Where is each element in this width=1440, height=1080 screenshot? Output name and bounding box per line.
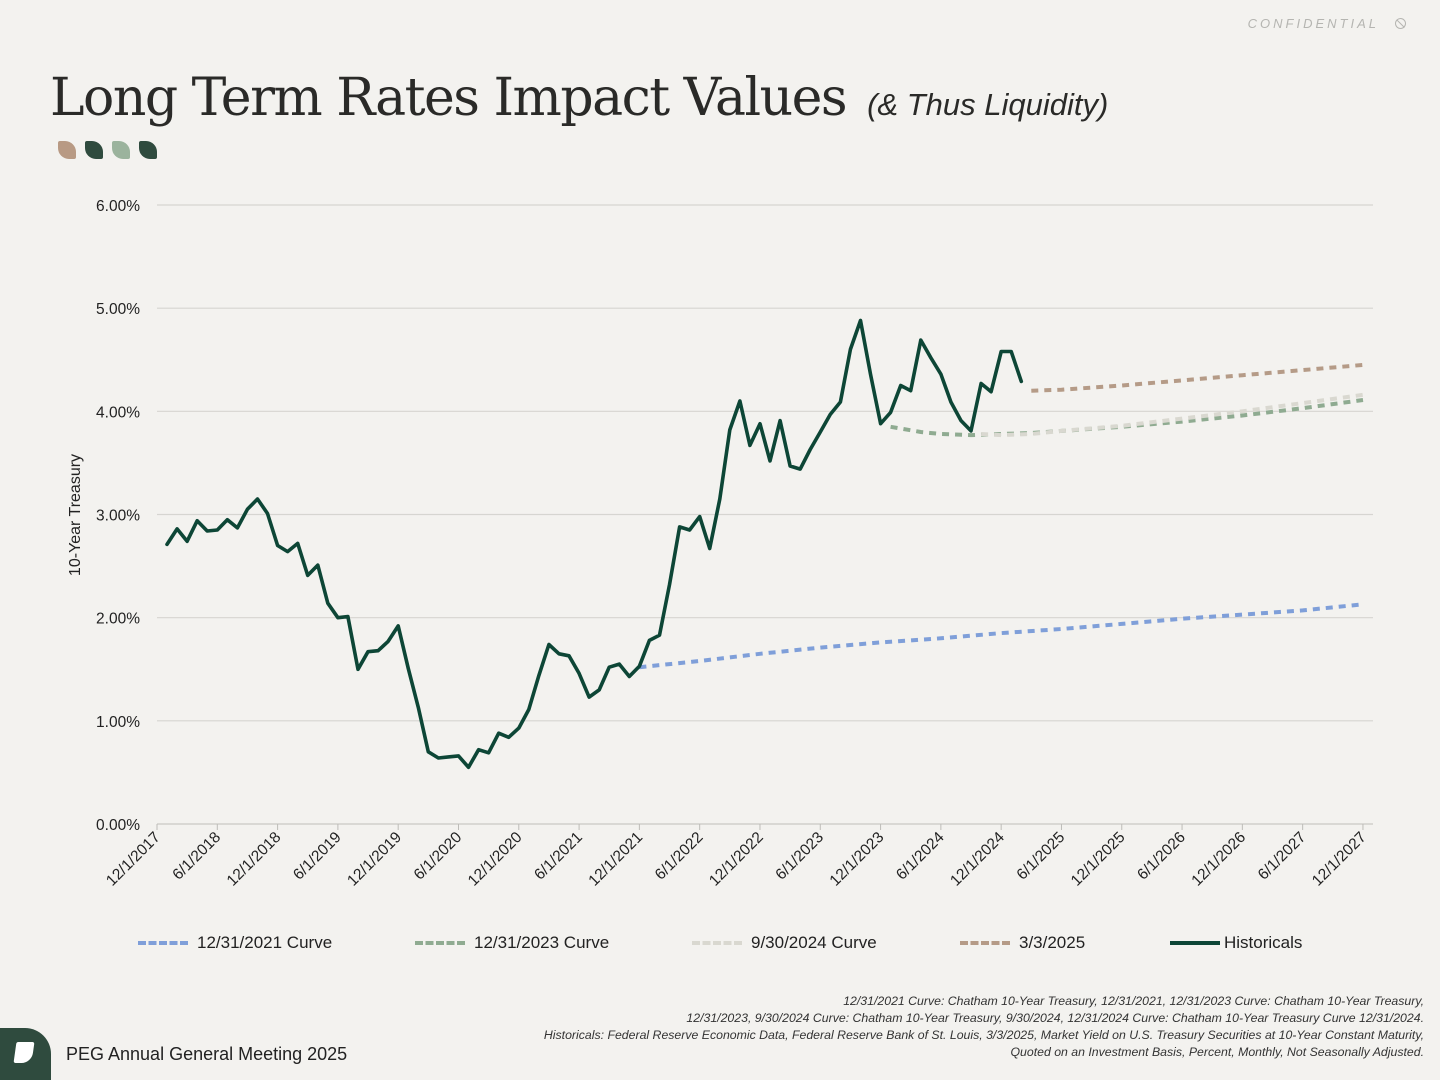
- legend-label: 12/31/2021 Curve: [197, 933, 333, 952]
- y-tick-label: 6.00%: [96, 198, 140, 215]
- peg-logo-icon: [0, 1028, 51, 1080]
- x-tick-label: 6/1/2027: [1255, 829, 1310, 884]
- decorative-leaves: [58, 141, 157, 159]
- legend-item: 3/3/2025: [960, 933, 1085, 953]
- x-tick-label: 12/1/2021: [585, 829, 646, 890]
- x-tick-label: 12/1/2027: [1309, 829, 1370, 890]
- x-tick-label: 6/1/2024: [893, 829, 948, 884]
- x-tick-label: 12/1/2023: [827, 829, 888, 890]
- footer-text: PEG Annual General Meeting 2025: [66, 1044, 348, 1064]
- y-tick-label: 1.00%: [96, 714, 140, 731]
- x-tick-label: 6/1/2019: [290, 829, 345, 884]
- legend-label: 9/30/2024 Curve: [751, 933, 877, 952]
- title-subtitle: (& Thus Liquidity): [867, 87, 1109, 122]
- x-tick-label: 6/1/2021: [531, 829, 586, 884]
- series-line-3-3-2025: [1031, 362, 1364, 393]
- series-line-historicals: [165, 318, 1024, 770]
- legend-label: 12/31/2023 Curve: [474, 933, 610, 952]
- x-tick-label: 12/1/2026: [1188, 829, 1249, 890]
- leaf-icon: [85, 141, 103, 159]
- legend-swatch: [1170, 941, 1220, 945]
- source-line: 12/31/2023, 9/30/2024 Curve: Chatham 10-…: [686, 1011, 1424, 1025]
- leaf-icon: [139, 141, 157, 159]
- leaf-icon: [58, 141, 76, 159]
- legend-item: 12/31/2023 Curve: [415, 933, 609, 953]
- legend-label: 3/3/2025: [1019, 933, 1086, 952]
- legend-label: Historicals: [1224, 933, 1303, 952]
- legend-item: 9/30/2024 Curve: [692, 933, 877, 953]
- y-tick-label: 3.00%: [96, 508, 140, 525]
- title-text: Long Term Rates Impact Values: [50, 68, 848, 128]
- legend-swatch: [692, 941, 742, 945]
- x-tick-label: 6/1/2026: [1134, 829, 1189, 884]
- x-tick-label: 12/1/2025: [1068, 829, 1129, 890]
- source-line: 12/31/2021 Curve: Chatham 10-Year Treasu…: [843, 994, 1424, 1008]
- x-tick-label: 12/1/2024: [947, 829, 1008, 890]
- y-tick-label: 4.00%: [96, 404, 140, 421]
- chart-legend: 12/31/2021 Curve 12/31/2023 Curve 9/30/202…: [0, 933, 1440, 955]
- page-title: Long Term Rates Impact Values (& Thus Li…: [50, 68, 1108, 128]
- x-tick-label: 6/1/2018: [169, 829, 224, 884]
- x-tick-label: 6/1/2025: [1014, 829, 1069, 884]
- treasury-line-chart: 0.00% 1.00% 2.00% 3.00% 4.00% 5.00% 6.00% 12/1/…: [67, 198, 1373, 890]
- x-tick-label: 12/1/2019: [344, 829, 405, 890]
- x-tick-label: 12/1/2020: [465, 829, 526, 890]
- x-tick-label: 6/1/2022: [652, 829, 707, 884]
- series-line-9-30-2024-curve: [980, 392, 1364, 438]
- y-tick-label: 0.00%: [96, 817, 140, 834]
- chart-sources: 12/31/2021 Curve: Chatham 10-Year Treasu…: [544, 993, 1424, 1061]
- x-tick-label: 12/1/2022: [706, 829, 767, 890]
- legend-swatch: [138, 941, 188, 945]
- series-line-12-31-2021-curve: [639, 602, 1364, 670]
- legend-swatch: [960, 941, 1010, 945]
- y-tick-label: 5.00%: [96, 301, 140, 318]
- confidential-label: CONFIDENTIAL: [1248, 16, 1406, 31]
- y-tick-label: 2.00%: [96, 611, 140, 628]
- x-tick-label: 6/1/2023: [772, 829, 827, 884]
- x-tick-label: 12/1/2018: [224, 829, 285, 890]
- legend-item: 12/31/2021 Curve: [138, 933, 332, 953]
- legend-swatch: [415, 941, 465, 945]
- legend-item: Historicals: [1170, 933, 1302, 953]
- leaf-icon: [112, 141, 130, 159]
- y-axis-title: 10-Year Treasury: [67, 454, 84, 576]
- ban-icon: [1395, 18, 1406, 29]
- source-line: Quoted on an Investment Basis, Percent, …: [1010, 1045, 1424, 1059]
- x-tick-label: 6/1/2020: [411, 829, 466, 884]
- x-tick-label: 12/1/2017: [103, 829, 164, 890]
- source-line: Historicals: Federal Reserve Economic Da…: [543, 1028, 1424, 1042]
